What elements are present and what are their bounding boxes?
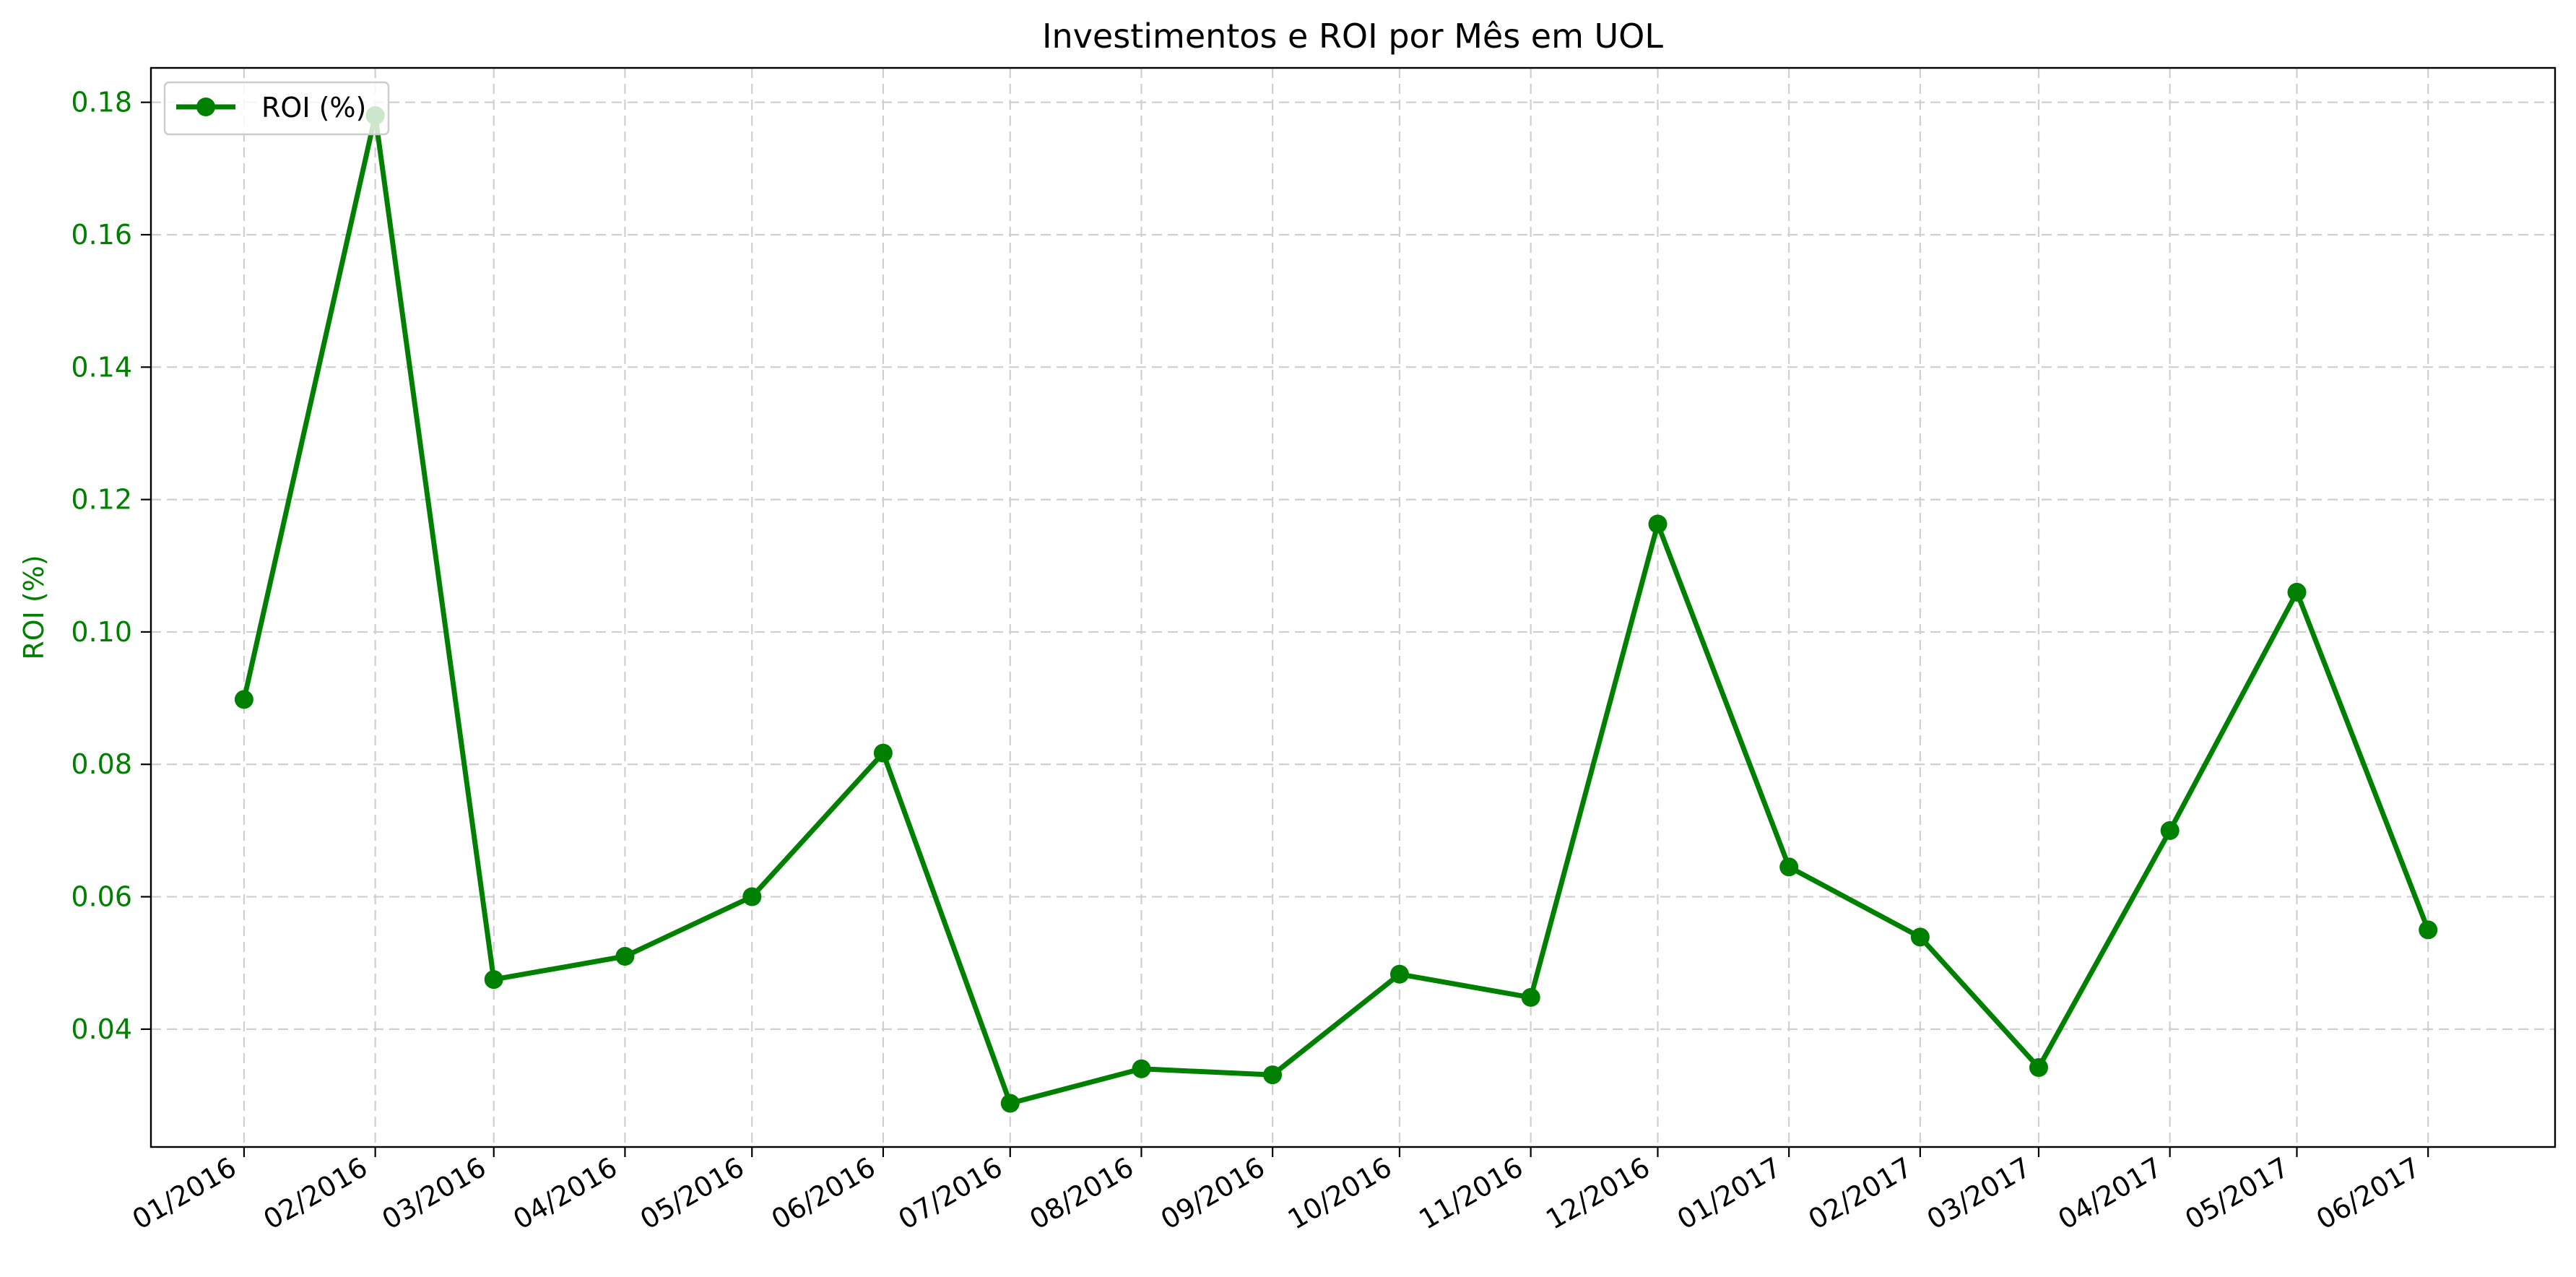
y-tick-label: 0.04 — [71, 1013, 132, 1045]
roi-data-point — [1648, 514, 1668, 534]
roi-data-point — [1521, 987, 1540, 1007]
legend-label: ROI (%) — [261, 92, 366, 124]
legend-marker — [196, 98, 215, 116]
roi-data-point — [2160, 821, 2180, 840]
roi-data-point — [742, 887, 762, 906]
roi-data-point — [1000, 1094, 1020, 1113]
legend: ROI (%) — [163, 81, 390, 136]
legend-box — [163, 81, 390, 136]
roi-data-point — [2029, 1058, 2048, 1077]
y-tick-label: 0.18 — [71, 87, 132, 118]
roi-data-point — [2419, 920, 2438, 940]
roi-data-point — [873, 743, 893, 763]
roi-data-point — [1779, 857, 1799, 877]
y-tick-label: 0.06 — [71, 881, 132, 913]
roi-data-point — [1132, 1059, 1151, 1078]
roi-data-point — [615, 947, 635, 966]
y-tick-label: 0.16 — [71, 219, 132, 251]
y-tick-label: 0.14 — [71, 351, 132, 383]
grid — [151, 68, 2555, 1147]
roi-data-point — [2287, 582, 2307, 602]
y-tick-label: 0.10 — [71, 616, 132, 648]
roi-data-point — [484, 970, 503, 990]
y-tick-label: 0.12 — [71, 484, 132, 516]
roi-series-line — [241, 113, 2431, 1106]
chart-title: Investimentos e ROI por Mês em UOL — [1042, 17, 1663, 56]
axes-frame — [149, 66, 2557, 1148]
y-tick-label: 0.08 — [71, 748, 132, 780]
roi-data-point — [234, 690, 253, 709]
roi-data-point — [1390, 964, 1409, 984]
roi-data-point — [1263, 1065, 1283, 1085]
series-layer — [234, 106, 2438, 1113]
roi-data-point — [1910, 927, 1930, 947]
y-axis-label: ROI (%) — [18, 555, 50, 659]
